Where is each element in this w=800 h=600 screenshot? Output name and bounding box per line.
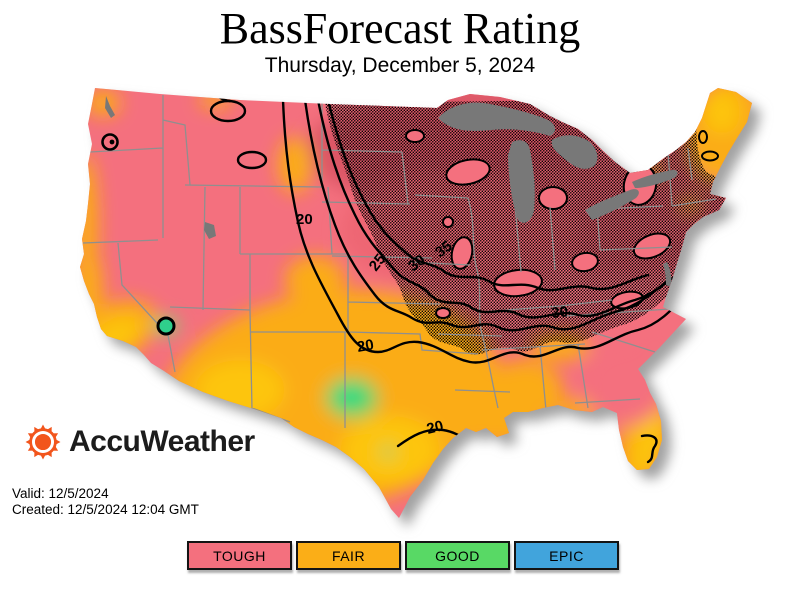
contour-label: 35 [432,237,456,261]
header: BassForecast Rating Thursday, December 5… [0,4,800,78]
valid-date: Valid: 12/5/2024 [12,486,109,501]
state-borders [82,95,717,428]
legend-label: EPIC [549,547,584,564]
legend-label: FAIR [331,547,366,564]
contour-label: 20 [356,336,375,356]
logo-wordmark: AccuWeather [69,425,255,458]
legend-label: TOUGH [213,547,266,564]
contour-label: 20 [425,417,445,438]
page-subtitle: Thursday, December 5, 2024 [264,54,536,78]
spot-markers [101,133,176,336]
legend-chip-fair: FAIR [296,541,401,570]
created-timestamp: Created: 12/5/2024 12:04 GMT [12,502,199,517]
accuweather-logo: AccuWeather [25,424,255,460]
contour-label: 25 [366,251,390,275]
legend-chip-tough: TOUGH [187,541,292,570]
legend-label: GOOD [435,547,480,564]
rating-legend: TOUGH FAIR GOOD EPIC [187,541,619,570]
contour-label: 30 [405,251,429,275]
contour-value-labels: 20 25 30 35 30 20 20 [296,211,569,438]
rating-contours [209,88,719,464]
legend-chip-good: GOOD [405,541,510,570]
contour-label: 30 [551,303,569,322]
contour-label: 20 [296,211,313,228]
issuance-meta: Valid: 12/5/2024 Created: 12/5/2024 12:0… [12,486,199,518]
sun-icon [25,424,61,460]
lakes [105,96,678,287]
legend-chip-epic: EPIC [514,541,619,570]
page-title: BassForecast Rating [219,4,581,53]
